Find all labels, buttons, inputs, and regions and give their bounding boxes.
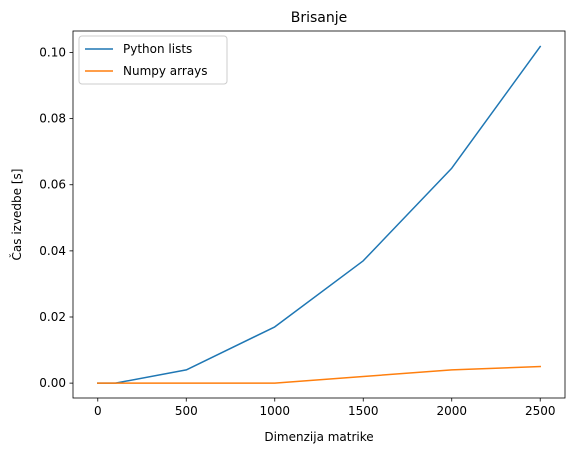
y-tick-label: 0.00 <box>39 376 66 390</box>
y-tick-label: 0.10 <box>39 45 66 59</box>
y-tick-label: 0.06 <box>39 178 66 192</box>
legend-frame <box>78 35 228 85</box>
y-tick-label: 0.08 <box>39 112 66 126</box>
x-tick-label: 2000 <box>436 404 467 418</box>
plot-area <box>97 45 542 384</box>
x-tick-label: 0 <box>94 404 102 418</box>
x-axis-label: Dimenzija matrike <box>264 430 373 444</box>
y-axis: 0.00 0.02 0.04 0.06 0.08 0.10 <box>39 45 73 390</box>
series-line-python-lists <box>97 45 542 384</box>
x-axis: 0 500 1000 1500 2000 2500 <box>94 398 556 418</box>
x-tick-label: 1000 <box>259 404 290 418</box>
legend-label-numpy-arrays: Numpy arrays <box>123 64 208 78</box>
y-axis-label: Čas izvedbe [s] <box>9 169 24 261</box>
x-tick-label: 2500 <box>525 404 556 418</box>
plot-frame <box>72 30 566 399</box>
x-tick-label: 500 <box>175 404 198 418</box>
y-tick-label: 0.04 <box>39 244 66 258</box>
legend: Python lists Numpy arrays <box>78 35 228 85</box>
chart-title: Brisanje <box>291 10 348 26</box>
series-line-numpy-arrays <box>97 365 541 384</box>
legend-label-python-lists: Python lists <box>123 42 192 56</box>
x-tick-label: 1500 <box>348 404 379 418</box>
y-tick-label: 0.02 <box>39 310 66 324</box>
